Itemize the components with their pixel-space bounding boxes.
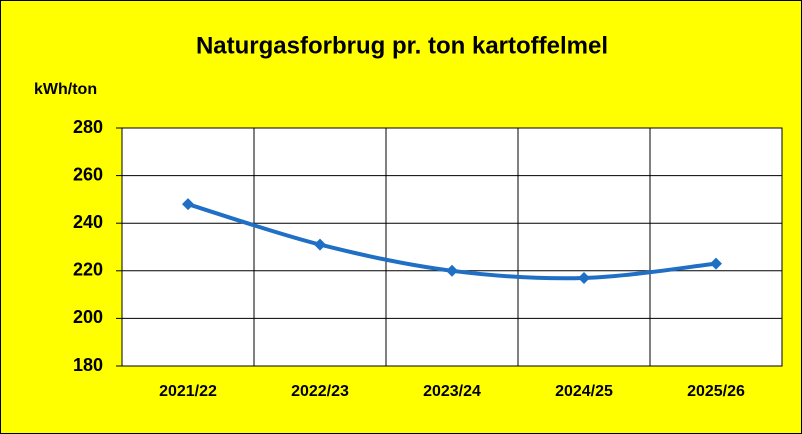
x-tick-label: 2022/23	[291, 383, 349, 400]
y-tick-label: 240	[73, 212, 103, 232]
point	[182, 198, 194, 211]
y-tick-label: 260	[73, 164, 103, 184]
plot-area	[121, 127, 783, 367]
x-tick-label: 2024/25	[555, 383, 613, 400]
y-axis-label: kWh/ton	[34, 81, 97, 98]
x-tick-label: 2025/26	[687, 383, 745, 400]
point	[578, 271, 590, 284]
chart-title: Naturgasforbrug pr. ton kartoffelmel	[196, 32, 608, 59]
x-tick-label: 2021/22	[159, 383, 217, 400]
y-tick-label: 180	[73, 355, 103, 375]
point	[710, 257, 722, 270]
y-tick-label: 200	[73, 307, 103, 327]
x-tick-label: 2023/24	[423, 383, 481, 400]
y-tick-label: 280	[73, 117, 103, 137]
y-tick-label: 220	[73, 260, 103, 280]
point	[314, 238, 326, 251]
point	[446, 264, 458, 277]
